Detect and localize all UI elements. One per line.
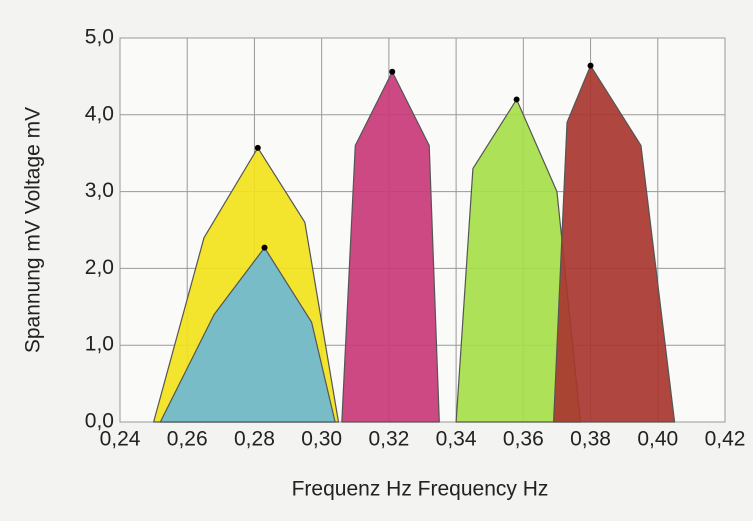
peak-dot [254,144,261,151]
x-tick-label: 0,30 [301,428,342,451]
peak-dot [261,244,268,251]
y-tick-label: 1,0 [85,333,114,356]
peak-dot [587,62,594,69]
x-tick-label: 0,40 [637,428,678,451]
peak-dot [513,96,520,103]
area [159,247,336,423]
y-tick-label: 3,0 [85,179,114,202]
x-axis-label: Frequenz Hz Frequency Hz [292,478,549,501]
y-tick-label: 2,0 [85,256,114,279]
x-tick-label: 0,26 [167,428,208,451]
y-tick-label: 0,0 [85,410,114,433]
y-tick-label: 5,0 [85,26,114,49]
y-axis-label: Spannung mV Voltage mV [22,107,45,353]
x-tick-label: 0,34 [436,428,477,451]
x-tick-label: 0,28 [234,428,275,451]
peak-dot [389,68,396,75]
x-tick-label: 0,38 [570,428,611,451]
x-tick-label: 0,36 [503,428,544,451]
x-tick-label: 0,24 [100,428,141,451]
area [341,71,440,423]
area [552,65,676,423]
x-tick-label: 0,32 [368,428,409,451]
y-tick-label: 4,0 [85,102,114,125]
x-tick-label: 0,42 [705,428,746,451]
